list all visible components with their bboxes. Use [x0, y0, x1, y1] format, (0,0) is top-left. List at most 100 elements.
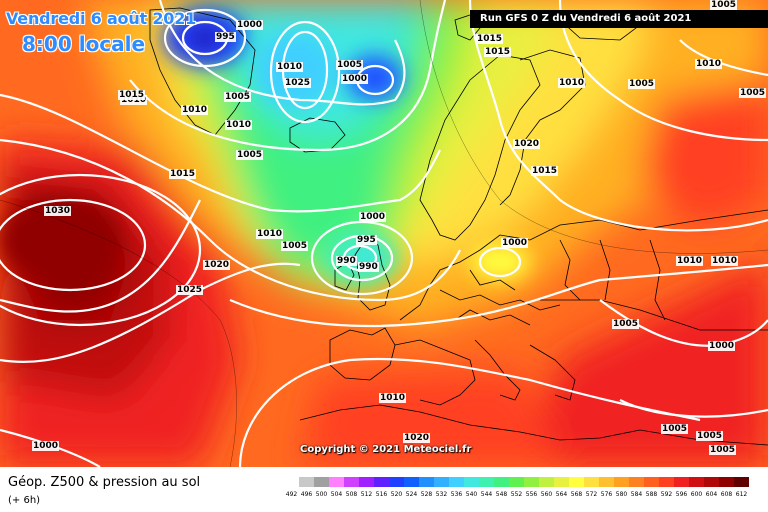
scale-tick-label: 572: [585, 491, 598, 498]
isobar-label: 1010: [558, 78, 586, 88]
copyright-notice: Copyright © 2021 Meteociel.fr: [300, 444, 472, 455]
scale-tick-label: 512: [360, 491, 373, 498]
scale-swatch: [719, 477, 734, 487]
scale-swatch: [419, 477, 434, 487]
isobar-label: 1000: [501, 238, 529, 248]
scale-tick-label: 576: [600, 491, 613, 498]
scale-tick-label: 548: [495, 491, 508, 498]
scale-swatch: [584, 477, 599, 487]
isobar-label: 1010: [276, 62, 304, 72]
isobar-label: 1000: [236, 20, 264, 30]
isobar-label: 1005: [612, 319, 640, 329]
isobar-label: 1005: [628, 79, 656, 89]
scale-swatch: [614, 477, 629, 487]
scale-swatch: [704, 477, 719, 487]
scale-tick-label: 524: [405, 491, 418, 498]
isobar-label: 1005: [739, 88, 767, 98]
scale-swatch: [569, 477, 584, 487]
scale-tick-label: 612: [735, 491, 748, 498]
scale-swatch: [284, 477, 299, 487]
isobar-label: 1010: [379, 393, 407, 403]
isobar-label: 1020: [203, 260, 231, 270]
legend-bar: Géop. Z500 & pression au sol (+ 6h) 492 4…: [0, 467, 768, 512]
isobar-label: 1005: [709, 445, 737, 455]
coastlines: [149, 7, 768, 446]
scale-swatch: [389, 477, 404, 487]
isobar-label: 1010: [181, 105, 209, 115]
isobar-label: 1010: [711, 256, 739, 266]
legend-title: Géop. Z500 & pression au sol: [8, 475, 201, 490]
isobar-label: 1005: [661, 424, 689, 434]
isobar-label: 1010: [256, 229, 284, 239]
isobar-label: 1005: [696, 431, 724, 441]
scale-swatch: [689, 477, 704, 487]
scale-tick-label: 596: [675, 491, 688, 498]
weather-map: [0, 0, 768, 467]
scale-tick-label: 540: [465, 491, 478, 498]
scale-swatch: [374, 477, 389, 487]
scale-tick-label: 532: [435, 491, 448, 498]
scale-tick-label: 508: [345, 491, 358, 498]
scale-tick-label: 592: [660, 491, 673, 498]
scale-tick-label: 500: [315, 491, 328, 498]
scale-swatch: [644, 477, 659, 487]
scale-swatch: [329, 477, 344, 487]
isobar-label: 990: [358, 262, 379, 272]
scale-tick-label: 600: [690, 491, 703, 498]
isobar-label: 1020: [513, 139, 541, 149]
scale-tick-label: 608: [720, 491, 733, 498]
isobar-label: 1000: [32, 441, 60, 451]
model-run-info: Run GFS 0 Z du Vendredi 6 août 2021: [470, 10, 768, 28]
scale-tick-label: 560: [540, 491, 553, 498]
isobar-label: 1015: [169, 169, 197, 179]
isobar-label: 1005: [710, 0, 738, 10]
scale-swatch: [659, 477, 674, 487]
scale-swatch: [314, 477, 329, 487]
isobar-label: 995: [356, 235, 377, 245]
scale-tick-label: 588: [645, 491, 658, 498]
isobar-label: 1010: [225, 120, 253, 130]
scale-swatch: [344, 477, 359, 487]
isobar-label: 1005: [236, 150, 264, 160]
scale-swatch: [464, 477, 479, 487]
scale-swatch: [674, 477, 689, 487]
scale-swatch: [509, 477, 524, 487]
scale-swatch: [359, 477, 374, 487]
scale-swatch: [539, 477, 554, 487]
scale-swatch: [554, 477, 569, 487]
isobar-label: 1005: [336, 60, 364, 70]
isobar-label: 1015: [484, 47, 512, 57]
isobar-label: 1000: [341, 74, 369, 84]
legend-subtitle: (+ 6h): [8, 495, 41, 506]
forecast-time: 8:00 locale: [22, 32, 146, 56]
scale-tick-label: 516: [375, 491, 388, 498]
scale-swatch: [494, 477, 509, 487]
isobar-label: 1030: [44, 206, 72, 216]
scale-tick-label: 504: [330, 491, 343, 498]
scale-tick-label: 556: [525, 491, 538, 498]
scale-swatch: [479, 477, 494, 487]
isobar-label: 1010: [695, 59, 723, 69]
scale-tick-label: 580: [615, 491, 628, 498]
isobar-label: 1025: [176, 285, 204, 295]
scale-tick-label: 564: [555, 491, 568, 498]
isobar-label: 1005: [281, 241, 309, 251]
isobar-label: 1020: [403, 433, 431, 443]
scale-tick-label: 604: [705, 491, 718, 498]
scale-swatch: [449, 477, 464, 487]
scale-swatch: [599, 477, 614, 487]
forecast-date: Vendredi 6 août 2021: [6, 9, 197, 28]
scale-tick-label: 544: [480, 491, 493, 498]
scale-swatch: [404, 477, 419, 487]
scale-swatch: [299, 477, 314, 487]
scale-swatch: [524, 477, 539, 487]
scale-tick-label: 568: [570, 491, 583, 498]
isobar-label: 1005: [224, 92, 252, 102]
scale-swatch: [629, 477, 644, 487]
scale-tick-label: 536: [450, 491, 463, 498]
scale-tick-label: 492: [285, 491, 298, 498]
scale-tick-label: 528: [420, 491, 433, 498]
isobar-label: 1010: [120, 95, 148, 105]
isobar-label: 1015: [476, 34, 504, 44]
